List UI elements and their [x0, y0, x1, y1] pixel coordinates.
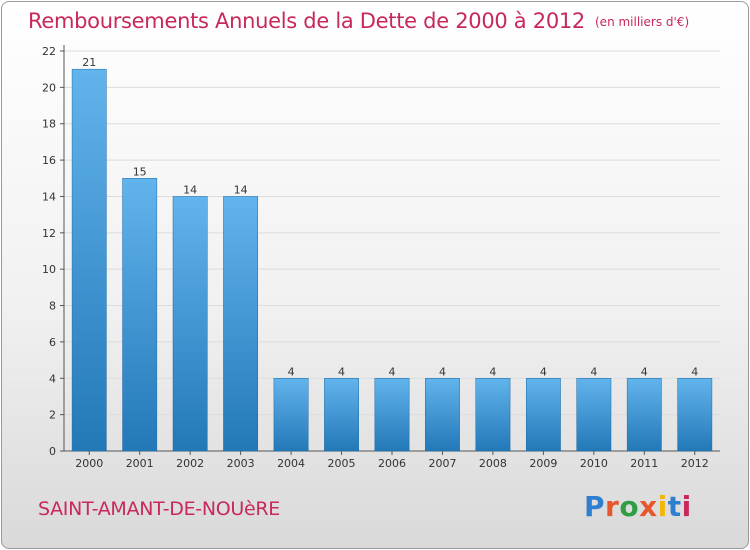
bar	[677, 378, 713, 452]
commune-name: SAINT-AMANT-DE-NOUèRE	[38, 498, 281, 520]
data-label: 4	[389, 365, 396, 378]
logo-letter: r	[605, 490, 620, 523]
data-label: 4	[641, 365, 648, 378]
x-tick-label: 2010	[580, 457, 608, 470]
x-tick-label: 2007	[428, 457, 456, 470]
data-label: 14	[183, 183, 197, 196]
y-tick-label: 12	[42, 227, 56, 240]
x-tick-label: 2008	[479, 457, 507, 470]
title-main: Remboursements Annuels de la Dette de 20…	[28, 9, 585, 33]
bar	[223, 196, 259, 452]
x-tick-label: 2011	[630, 457, 658, 470]
data-label: 4	[590, 365, 597, 378]
title-unit: (en milliers d'€)	[595, 15, 690, 29]
data-label: 4	[691, 365, 698, 378]
bar	[475, 378, 511, 452]
x-tick-label: 2006	[378, 457, 406, 470]
y-tick-label: 4	[49, 372, 56, 385]
bar	[273, 378, 309, 452]
logo-letter: i	[657, 490, 668, 523]
data-label: 4	[338, 365, 345, 378]
logo-letter: x	[639, 490, 658, 523]
x-tick-label: 2009	[529, 457, 557, 470]
logo-letter: o	[619, 490, 640, 523]
y-tick-label: 16	[42, 154, 56, 167]
x-tick-label: 2000	[75, 457, 103, 470]
bar	[172, 196, 208, 452]
bar	[626, 378, 662, 452]
bar	[71, 68, 107, 452]
data-label: 4	[540, 365, 547, 378]
x-tick-label: 2002	[176, 457, 204, 470]
data-label: 15	[133, 165, 147, 178]
x-tick-label: 2005	[328, 457, 356, 470]
bar	[425, 378, 460, 452]
logo-letter: P	[584, 490, 606, 523]
x-tick-label: 2003	[227, 457, 255, 470]
y-tick-label: 0	[49, 445, 56, 458]
bar	[525, 378, 561, 452]
y-tick-label: 2	[49, 409, 56, 422]
data-label: 21	[82, 56, 96, 69]
y-tick-label: 10	[42, 263, 56, 276]
y-tick-label: 8	[49, 300, 56, 313]
y-tick-label: 22	[42, 45, 56, 58]
bar	[576, 378, 612, 452]
x-tick-label: 2001	[126, 457, 154, 470]
data-label: 4	[439, 365, 446, 378]
proxiti-logo: Proxiti	[584, 490, 692, 523]
y-tick-label: 6	[49, 336, 56, 349]
bar	[324, 378, 359, 452]
y-tick-label: 14	[42, 190, 56, 203]
data-label: 4	[288, 365, 295, 378]
bar	[122, 178, 158, 452]
logo-letter: i	[681, 490, 692, 523]
data-label: 14	[234, 183, 248, 196]
y-tick-label: 20	[42, 81, 56, 94]
y-tick-label: 18	[42, 118, 56, 131]
data-label: 4	[489, 365, 496, 378]
x-tick-label: 2012	[681, 457, 709, 470]
bar	[374, 378, 410, 452]
x-tick-label: 2004	[277, 457, 305, 470]
chart-title: Remboursements Annuels de la Dette de 20…	[28, 9, 689, 33]
logo-letter: t	[667, 490, 682, 523]
